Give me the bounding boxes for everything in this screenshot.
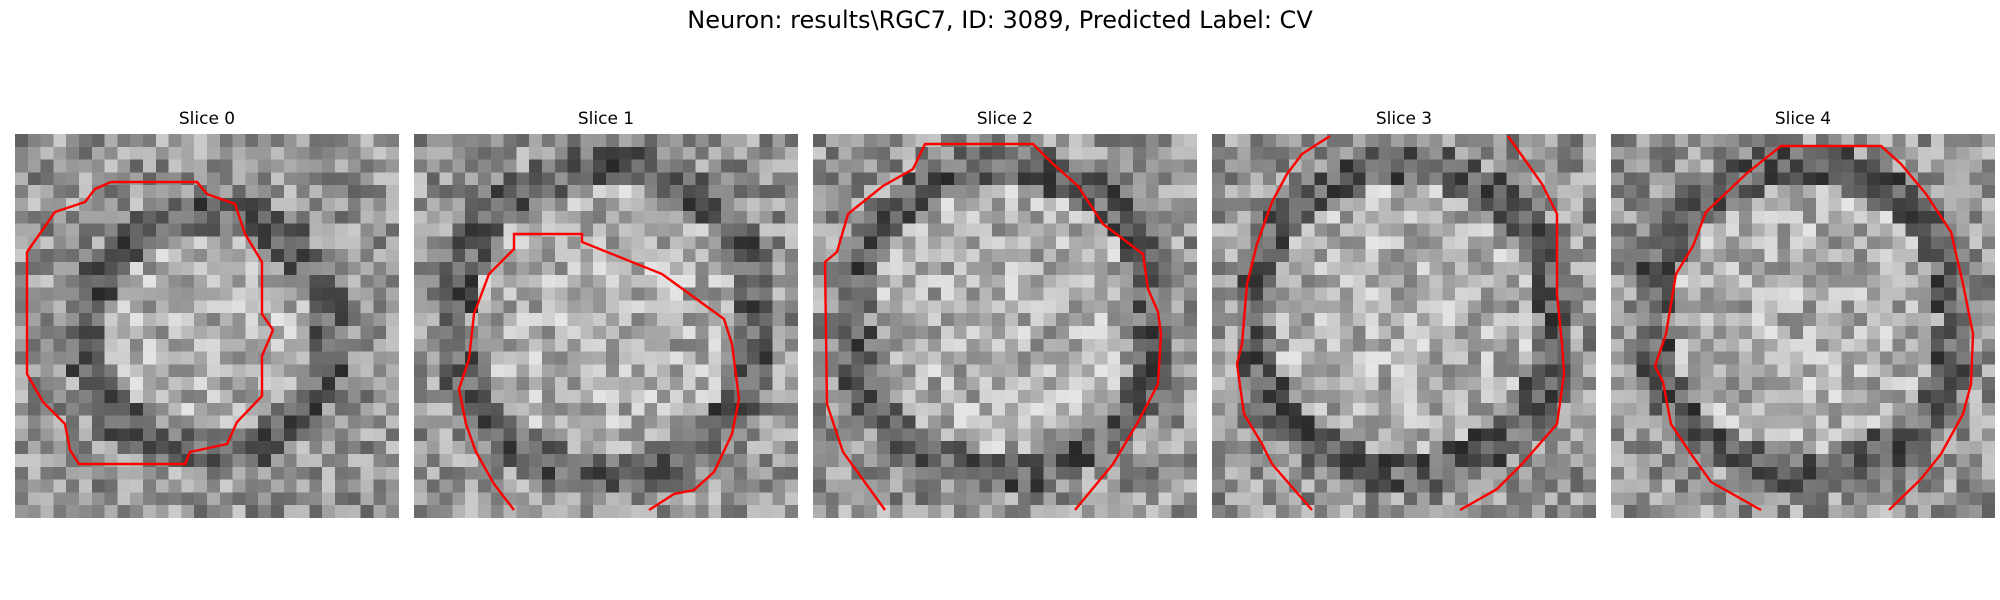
contour-overlay bbox=[1653, 144, 1975, 512]
contour-line bbox=[457, 232, 741, 512]
slice-panel-3: Slice 3 bbox=[1212, 108, 1596, 518]
slice-title: Slice 2 bbox=[976, 109, 1034, 129]
slice-title: Slice 1 bbox=[577, 109, 635, 129]
slice-image bbox=[1611, 134, 1995, 518]
slice-panel-1: Slice 1 bbox=[414, 108, 798, 518]
contour-overlay bbox=[1235, 134, 1566, 512]
contour-line bbox=[25, 180, 275, 466]
contour-line bbox=[1459, 135, 1566, 512]
contour-line bbox=[823, 142, 1163, 511]
slice-title: Slice 4 bbox=[1774, 109, 1832, 129]
slice-panel-4: Slice 4 bbox=[1611, 108, 1995, 518]
contour-overlay bbox=[25, 180, 275, 466]
contour-line bbox=[1653, 144, 1975, 512]
slice-image bbox=[813, 134, 1197, 518]
slice-title: Slice 3 bbox=[1375, 109, 1433, 129]
contour-overlay bbox=[823, 142, 1163, 511]
slice-image bbox=[15, 134, 399, 518]
contour-overlay bbox=[457, 232, 741, 512]
contour-line bbox=[1235, 134, 1331, 511]
slice-panel-2: Slice 2 bbox=[813, 108, 1197, 518]
slice-panel-0: Slice 0 bbox=[15, 108, 399, 518]
figure-title: Neuron: results\RGC7, ID: 3089, Predicte… bbox=[687, 6, 1313, 34]
slice-title: Slice 0 bbox=[178, 109, 236, 129]
